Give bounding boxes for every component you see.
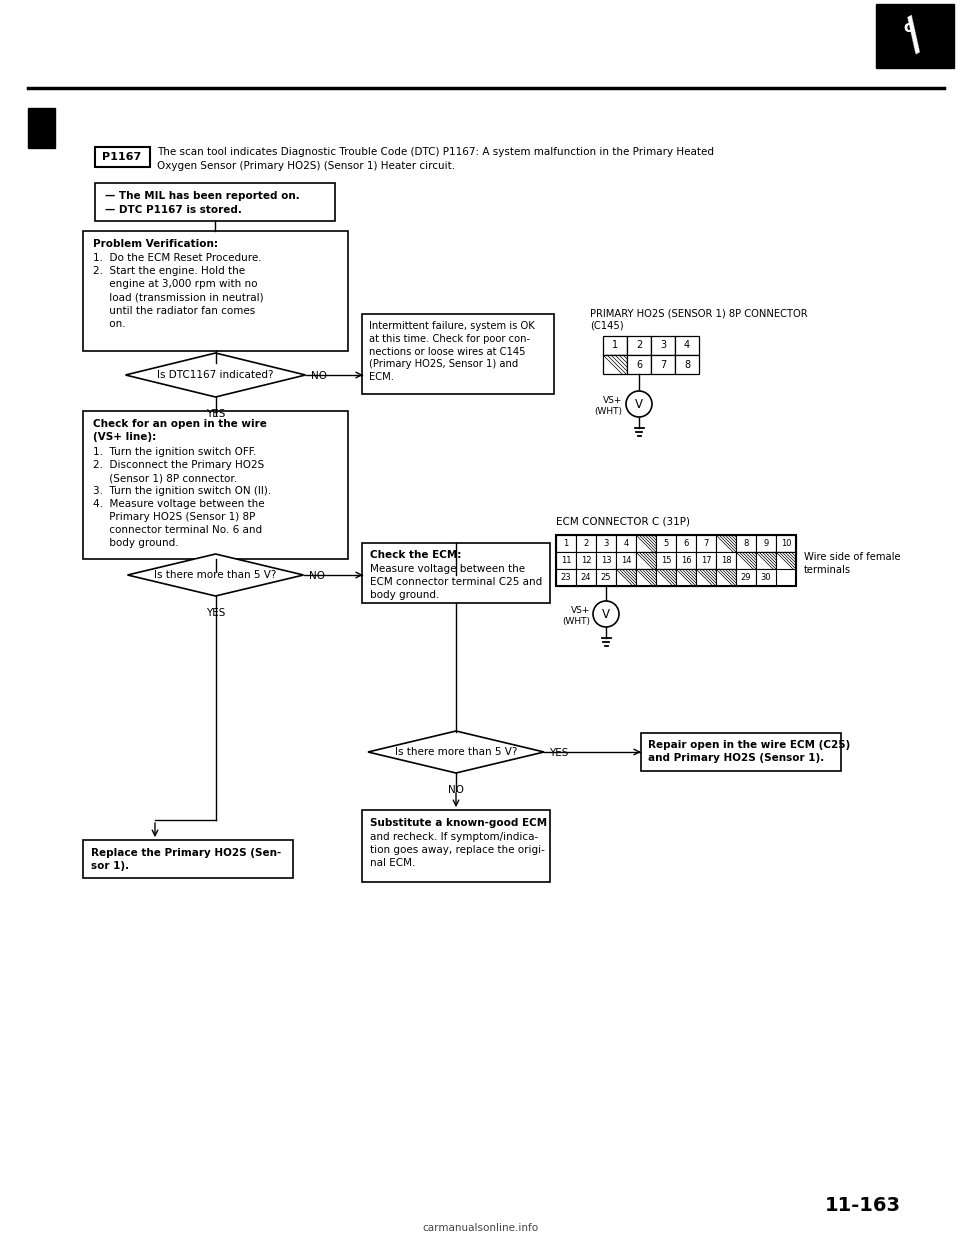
Text: 23: 23 <box>561 573 571 582</box>
Text: 18: 18 <box>721 556 732 565</box>
Text: 6: 6 <box>636 359 642 370</box>
Text: Check the ECM:: Check the ECM: <box>370 550 462 560</box>
Text: VS+
(WHT): VS+ (WHT) <box>594 396 622 416</box>
Text: 4: 4 <box>623 539 629 548</box>
Text: Problem Verification:: Problem Verification: <box>93 238 218 248</box>
FancyBboxPatch shape <box>716 535 736 551</box>
FancyBboxPatch shape <box>776 551 796 569</box>
Text: 1: 1 <box>612 340 618 350</box>
FancyBboxPatch shape <box>676 569 696 586</box>
Text: 25: 25 <box>601 573 612 582</box>
Text: 16: 16 <box>681 556 691 565</box>
FancyBboxPatch shape <box>596 551 616 569</box>
Text: 24: 24 <box>581 573 591 582</box>
Text: P1167: P1167 <box>103 152 142 161</box>
FancyBboxPatch shape <box>716 551 736 569</box>
Text: 10: 10 <box>780 539 791 548</box>
Text: o: o <box>903 21 914 36</box>
FancyBboxPatch shape <box>636 569 656 586</box>
FancyBboxPatch shape <box>576 535 596 551</box>
Text: (C145): (C145) <box>590 320 624 330</box>
Text: 29: 29 <box>741 573 752 582</box>
Text: Is there more than 5 V?: Is there more than 5 V? <box>155 570 276 580</box>
FancyBboxPatch shape <box>656 551 676 569</box>
Text: Repair open in the wire ECM (C25)
and Primary HO2S (Sensor 1).: Repair open in the wire ECM (C25) and Pr… <box>648 740 851 763</box>
FancyBboxPatch shape <box>656 535 676 551</box>
FancyBboxPatch shape <box>556 535 576 551</box>
Text: 2: 2 <box>636 340 642 350</box>
FancyBboxPatch shape <box>616 551 636 569</box>
FancyBboxPatch shape <box>675 355 699 374</box>
Text: 7: 7 <box>704 539 708 548</box>
Text: and recheck. If symptom/indica-
tion goes away, replace the origi-
nal ECM.: and recheck. If symptom/indica- tion goe… <box>370 832 545 868</box>
FancyBboxPatch shape <box>641 733 841 771</box>
FancyBboxPatch shape <box>756 535 776 551</box>
Text: ECM CONNECTOR C (31P): ECM CONNECTOR C (31P) <box>556 515 690 527</box>
Text: NO: NO <box>308 571 324 581</box>
Text: 7: 7 <box>660 359 666 370</box>
FancyBboxPatch shape <box>696 535 716 551</box>
Text: 15: 15 <box>660 556 671 565</box>
Text: 3: 3 <box>660 340 666 350</box>
Text: 17: 17 <box>701 556 711 565</box>
FancyBboxPatch shape <box>696 569 716 586</box>
FancyBboxPatch shape <box>362 543 550 604</box>
FancyBboxPatch shape <box>676 551 696 569</box>
Text: 14: 14 <box>621 556 632 565</box>
Text: 12: 12 <box>581 556 591 565</box>
FancyBboxPatch shape <box>627 337 651 355</box>
FancyBboxPatch shape <box>651 355 675 374</box>
Text: YES: YES <box>205 609 226 619</box>
FancyBboxPatch shape <box>95 183 335 221</box>
FancyBboxPatch shape <box>95 147 150 166</box>
FancyBboxPatch shape <box>756 569 776 586</box>
Text: 6: 6 <box>684 539 688 548</box>
FancyBboxPatch shape <box>362 314 554 394</box>
Text: 1.  Do the ECM Reset Procedure.
2.  Start the engine. Hold the
     engine at 3,: 1. Do the ECM Reset Procedure. 2. Start … <box>93 253 264 329</box>
Text: 11: 11 <box>561 556 571 565</box>
Text: 11-163: 11-163 <box>825 1196 901 1215</box>
Text: YES: YES <box>205 409 226 419</box>
Text: Is DTC1167 indicated?: Is DTC1167 indicated? <box>157 370 274 380</box>
FancyBboxPatch shape <box>576 551 596 569</box>
Text: 1.  Turn the ignition switch OFF.
2.  Disconnect the Primary HO2S
     (Sensor 1: 1. Turn the ignition switch OFF. 2. Disc… <box>93 447 272 548</box>
Text: Oxygen Sensor (Primary HO2S) (Sensor 1) Heater circuit.: Oxygen Sensor (Primary HO2S) (Sensor 1) … <box>157 161 455 171</box>
FancyBboxPatch shape <box>596 535 616 551</box>
FancyBboxPatch shape <box>676 535 696 551</box>
FancyBboxPatch shape <box>636 551 656 569</box>
Text: /: / <box>898 14 933 58</box>
Text: Is there more than 5 V?: Is there more than 5 V? <box>395 746 517 758</box>
FancyBboxPatch shape <box>603 355 627 374</box>
Text: Measure voltage between the
ECM connector terminal C25 and
body ground.: Measure voltage between the ECM connecto… <box>370 564 542 600</box>
Text: 13: 13 <box>601 556 612 565</box>
Text: The scan tool indicates Diagnostic Trouble Code (DTC) P1167: A system malfunctio: The scan tool indicates Diagnostic Troub… <box>157 147 714 156</box>
FancyBboxPatch shape <box>603 337 627 355</box>
FancyBboxPatch shape <box>83 840 293 878</box>
Text: Substitute a known-good ECM: Substitute a known-good ECM <box>370 818 547 828</box>
Text: 30: 30 <box>760 573 771 582</box>
FancyBboxPatch shape <box>83 411 348 559</box>
FancyBboxPatch shape <box>736 535 756 551</box>
Text: V: V <box>635 397 643 411</box>
Text: — The MIL has been reported on.
— DTC P1167 is stored.: — The MIL has been reported on. — DTC P1… <box>105 191 300 215</box>
FancyBboxPatch shape <box>576 569 596 586</box>
FancyBboxPatch shape <box>736 551 756 569</box>
FancyBboxPatch shape <box>362 810 550 882</box>
Polygon shape <box>128 554 303 596</box>
FancyBboxPatch shape <box>696 551 716 569</box>
Circle shape <box>593 601 619 627</box>
Text: 4: 4 <box>684 340 690 350</box>
Text: NO: NO <box>310 371 326 381</box>
FancyBboxPatch shape <box>636 535 656 551</box>
Text: Wire side of female
terminals: Wire side of female terminals <box>804 551 900 575</box>
FancyBboxPatch shape <box>651 337 675 355</box>
FancyBboxPatch shape <box>756 551 776 569</box>
Text: carmanualsonline.info: carmanualsonline.info <box>422 1223 538 1233</box>
FancyBboxPatch shape <box>736 569 756 586</box>
Text: 3: 3 <box>603 539 609 548</box>
Text: Check for an open in the wire
(VS+ line):: Check for an open in the wire (VS+ line)… <box>93 419 267 442</box>
FancyBboxPatch shape <box>675 337 699 355</box>
Circle shape <box>626 391 652 417</box>
Text: Intermittent failure, system is OK
at this time. Check for poor con-
nections or: Intermittent failure, system is OK at th… <box>369 320 535 383</box>
Text: 8: 8 <box>743 539 749 548</box>
